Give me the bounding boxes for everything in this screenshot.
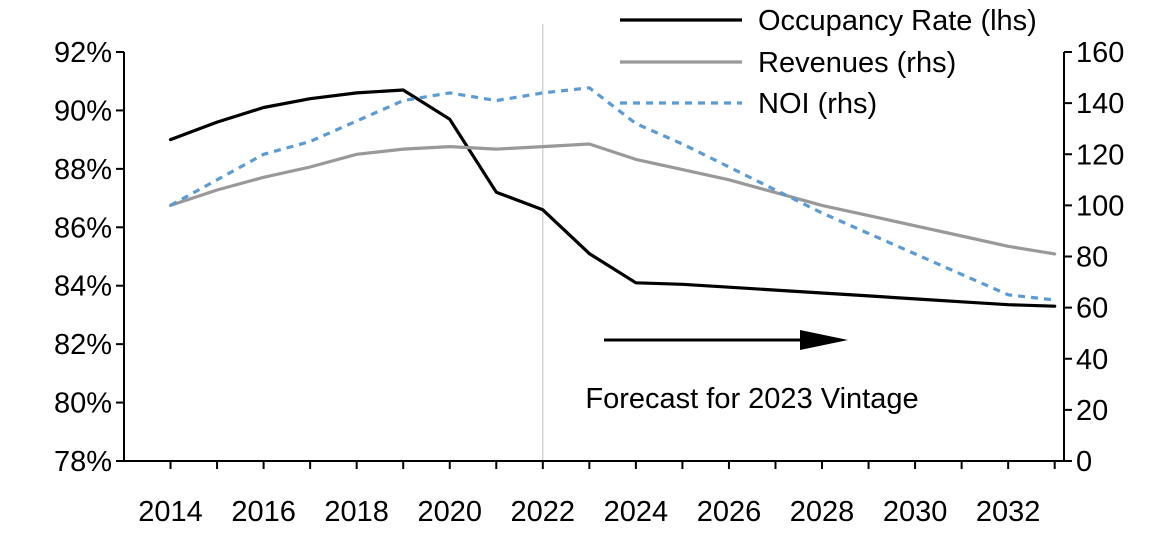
- series-points-0: [170, 90, 1054, 306]
- x-tick-label: 2016: [231, 496, 296, 528]
- legend: Occupancy Rate (lhs) Revenues (rhs) NOI (r…: [620, 5, 1037, 120]
- forecast-arrow-head: [800, 330, 848, 350]
- series-layer: [168, 86, 1057, 308]
- x-tick-label: 2024: [604, 496, 669, 528]
- legend-label-2: NOI (rhs): [758, 88, 877, 120]
- y-left-tick-label: 84%: [54, 271, 112, 303]
- y-left-tick-label: 88%: [54, 154, 112, 186]
- y-right-tick-label: 40: [1076, 344, 1108, 376]
- y-left-tick-label: 90%: [54, 95, 112, 127]
- series-points-1: [170, 144, 1054, 254]
- y-right-tick-label: 60: [1076, 293, 1108, 325]
- y-right-tick-label: 140: [1076, 88, 1124, 120]
- x-tick-label: 2020: [417, 496, 482, 528]
- y-right-tick-label: 160: [1076, 37, 1124, 69]
- series-line-0: [168, 88, 1057, 308]
- y-left-tick-label: 80%: [54, 388, 112, 420]
- x-tick-label: 2026: [697, 496, 762, 528]
- y-right-tick-label: 20: [1076, 395, 1108, 427]
- series-line-2: [169, 86, 1055, 302]
- forecast-label: Forecast for 2023 Vintage: [585, 383, 918, 415]
- series-line-1: [168, 142, 1057, 256]
- x-tick-label: 2028: [790, 496, 855, 528]
- forecast-annotation: Forecast for 2023 Vintage: [585, 330, 919, 415]
- y-left-tick-label: 82%: [54, 329, 112, 361]
- x-tick-label: 2030: [883, 496, 948, 528]
- y-right-tick-label: 120: [1076, 139, 1124, 171]
- y-left-tick-label: 86%: [54, 212, 112, 244]
- legend-label-1: Revenues (rhs): [758, 47, 956, 79]
- y-right-tick-label: 100: [1076, 190, 1124, 222]
- x-tick-label: 2014: [138, 496, 203, 528]
- y-right-tick-label: 0: [1076, 446, 1092, 478]
- x-tick-label: 2022: [511, 496, 576, 528]
- x-tick-label: 2032: [976, 496, 1041, 528]
- x-tick-label: 2018: [324, 496, 389, 528]
- axes: 78% 80% 82% 84% 86% 88% 90% 92% 0 20 40 60 80 100 120 1…: [54, 37, 1124, 528]
- legend-label-0: Occupancy Rate (lhs): [758, 5, 1037, 37]
- y-left-tick-label: 78%: [54, 446, 112, 478]
- y-left-tick-label: 92%: [54, 37, 112, 69]
- y-right-tick-label: 80: [1076, 242, 1108, 274]
